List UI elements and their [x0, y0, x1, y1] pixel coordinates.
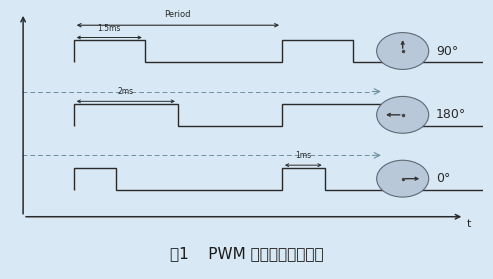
- Text: 0°: 0°: [436, 172, 450, 185]
- Text: 180°: 180°: [436, 108, 466, 121]
- Ellipse shape: [377, 160, 429, 197]
- Text: Period: Period: [165, 10, 191, 19]
- Text: t: t: [466, 219, 471, 229]
- Text: 1.5ms: 1.5ms: [98, 24, 121, 33]
- Ellipse shape: [377, 33, 429, 69]
- Text: 图1    PWM 信号与转角关系图: 图1 PWM 信号与转角关系图: [170, 246, 323, 261]
- Text: 2ms: 2ms: [118, 87, 134, 97]
- Text: 90°: 90°: [436, 45, 458, 57]
- Text: 1ms: 1ms: [295, 151, 312, 160]
- Ellipse shape: [377, 97, 429, 133]
